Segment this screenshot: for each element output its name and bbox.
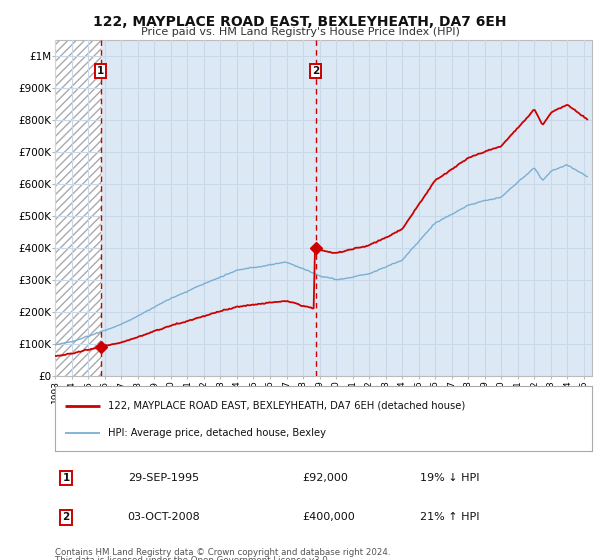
Text: £400,000: £400,000 (302, 512, 355, 522)
Text: 1: 1 (62, 473, 70, 483)
Text: 03-OCT-2008: 03-OCT-2008 (128, 512, 200, 522)
Text: 122, MAYPLACE ROAD EAST, BEXLEYHEATH, DA7 6EH: 122, MAYPLACE ROAD EAST, BEXLEYHEATH, DA… (93, 15, 507, 29)
Text: 2: 2 (312, 66, 319, 76)
Text: £92,000: £92,000 (302, 473, 348, 483)
Text: 29-SEP-1995: 29-SEP-1995 (128, 473, 199, 483)
Text: 2: 2 (62, 512, 70, 522)
Text: HPI: Average price, detached house, Bexley: HPI: Average price, detached house, Bexl… (108, 428, 326, 438)
Text: 122, MAYPLACE ROAD EAST, BEXLEYHEATH, DA7 6EH (detached house): 122, MAYPLACE ROAD EAST, BEXLEYHEATH, DA… (108, 401, 465, 410)
Text: 21% ↑ HPI: 21% ↑ HPI (421, 512, 480, 522)
Bar (55, 40, 101, 376)
Text: 19% ↓ HPI: 19% ↓ HPI (421, 473, 480, 483)
Bar (55, 40, 101, 376)
Text: This data is licensed under the Open Government Licence v3.0.: This data is licensed under the Open Gov… (55, 556, 331, 560)
Text: Price paid vs. HM Land Registry's House Price Index (HPI): Price paid vs. HM Land Registry's House … (140, 27, 460, 37)
Text: Contains HM Land Registry data © Crown copyright and database right 2024.: Contains HM Land Registry data © Crown c… (55, 548, 391, 557)
Text: 1: 1 (97, 66, 104, 76)
